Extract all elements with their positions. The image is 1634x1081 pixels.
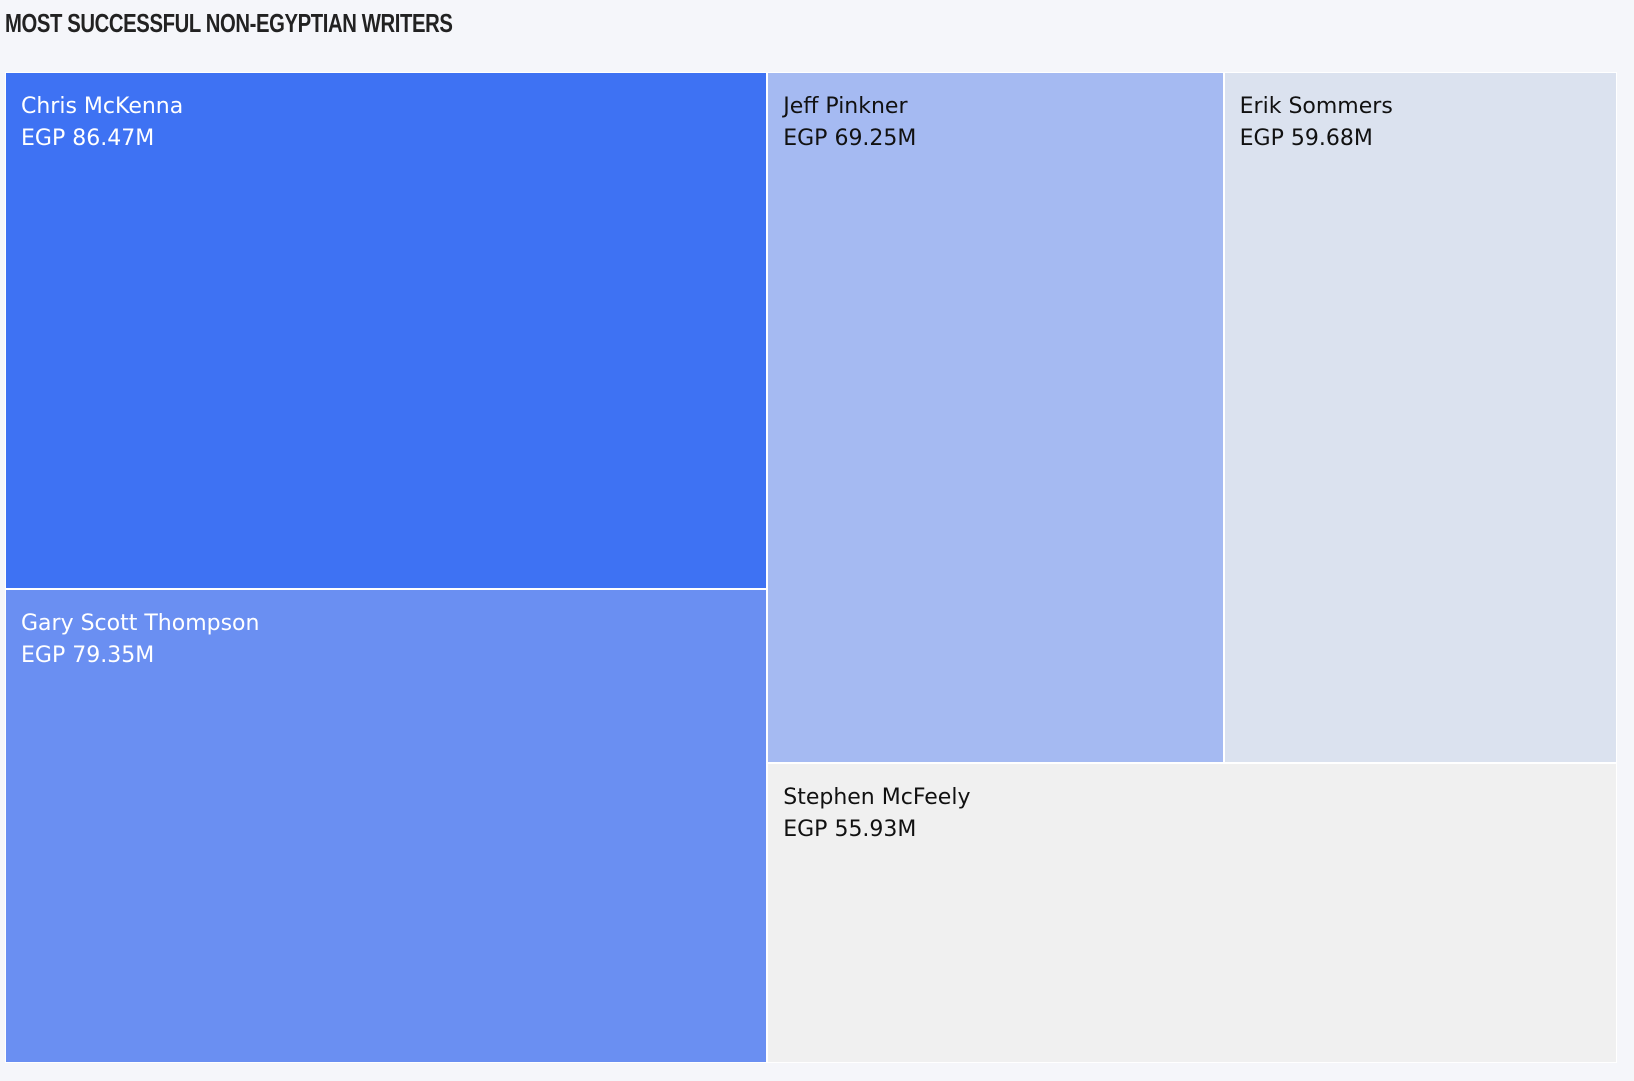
tile-value: EGP 55.93M [783, 814, 970, 846]
treemap-tile-erik-sommers[interactable]: Erik Sommers EGP 59.68M [1224, 72, 1617, 763]
tile-value: EGP 79.35M [21, 640, 259, 672]
tile-label: Chris McKenna EGP 86.47M [21, 91, 183, 155]
treemap-tile-jeff-pinkner[interactable]: Jeff Pinkner EGP 69.25M [767, 72, 1223, 763]
tile-name: Jeff Pinkner [783, 91, 916, 123]
tile-name: Stephen McFeely [783, 782, 970, 814]
tile-name: Chris McKenna [21, 91, 183, 123]
tile-value: EGP 69.25M [783, 123, 916, 155]
treemap-tile-stephen-mcfeely[interactable]: Stephen McFeely EGP 55.93M [767, 763, 1617, 1063]
tile-label: Gary Scott Thompson EGP 79.35M [21, 608, 259, 672]
tile-value: EGP 86.47M [21, 123, 183, 155]
tile-value: EGP 59.68M [1240, 123, 1393, 155]
treemap-chart: Chris McKenna EGP 86.47M Gary Scott Thomps… [5, 72, 1617, 1063]
tile-name: Erik Sommers [1240, 91, 1393, 123]
tile-label: Stephen McFeely EGP 55.93M [783, 782, 970, 846]
treemap-tile-gary-scott-thompson[interactable]: Gary Scott Thompson EGP 79.35M [5, 589, 767, 1063]
tile-label: Erik Sommers EGP 59.68M [1240, 91, 1393, 155]
chart-title: MOST SUCCESSFUL NON-EGYPTIAN WRITERS [5, 8, 453, 39]
tile-name: Gary Scott Thompson [21, 608, 259, 640]
treemap-tile-chris-mckenna[interactable]: Chris McKenna EGP 86.47M [5, 72, 767, 589]
tile-label: Jeff Pinkner EGP 69.25M [783, 91, 916, 155]
